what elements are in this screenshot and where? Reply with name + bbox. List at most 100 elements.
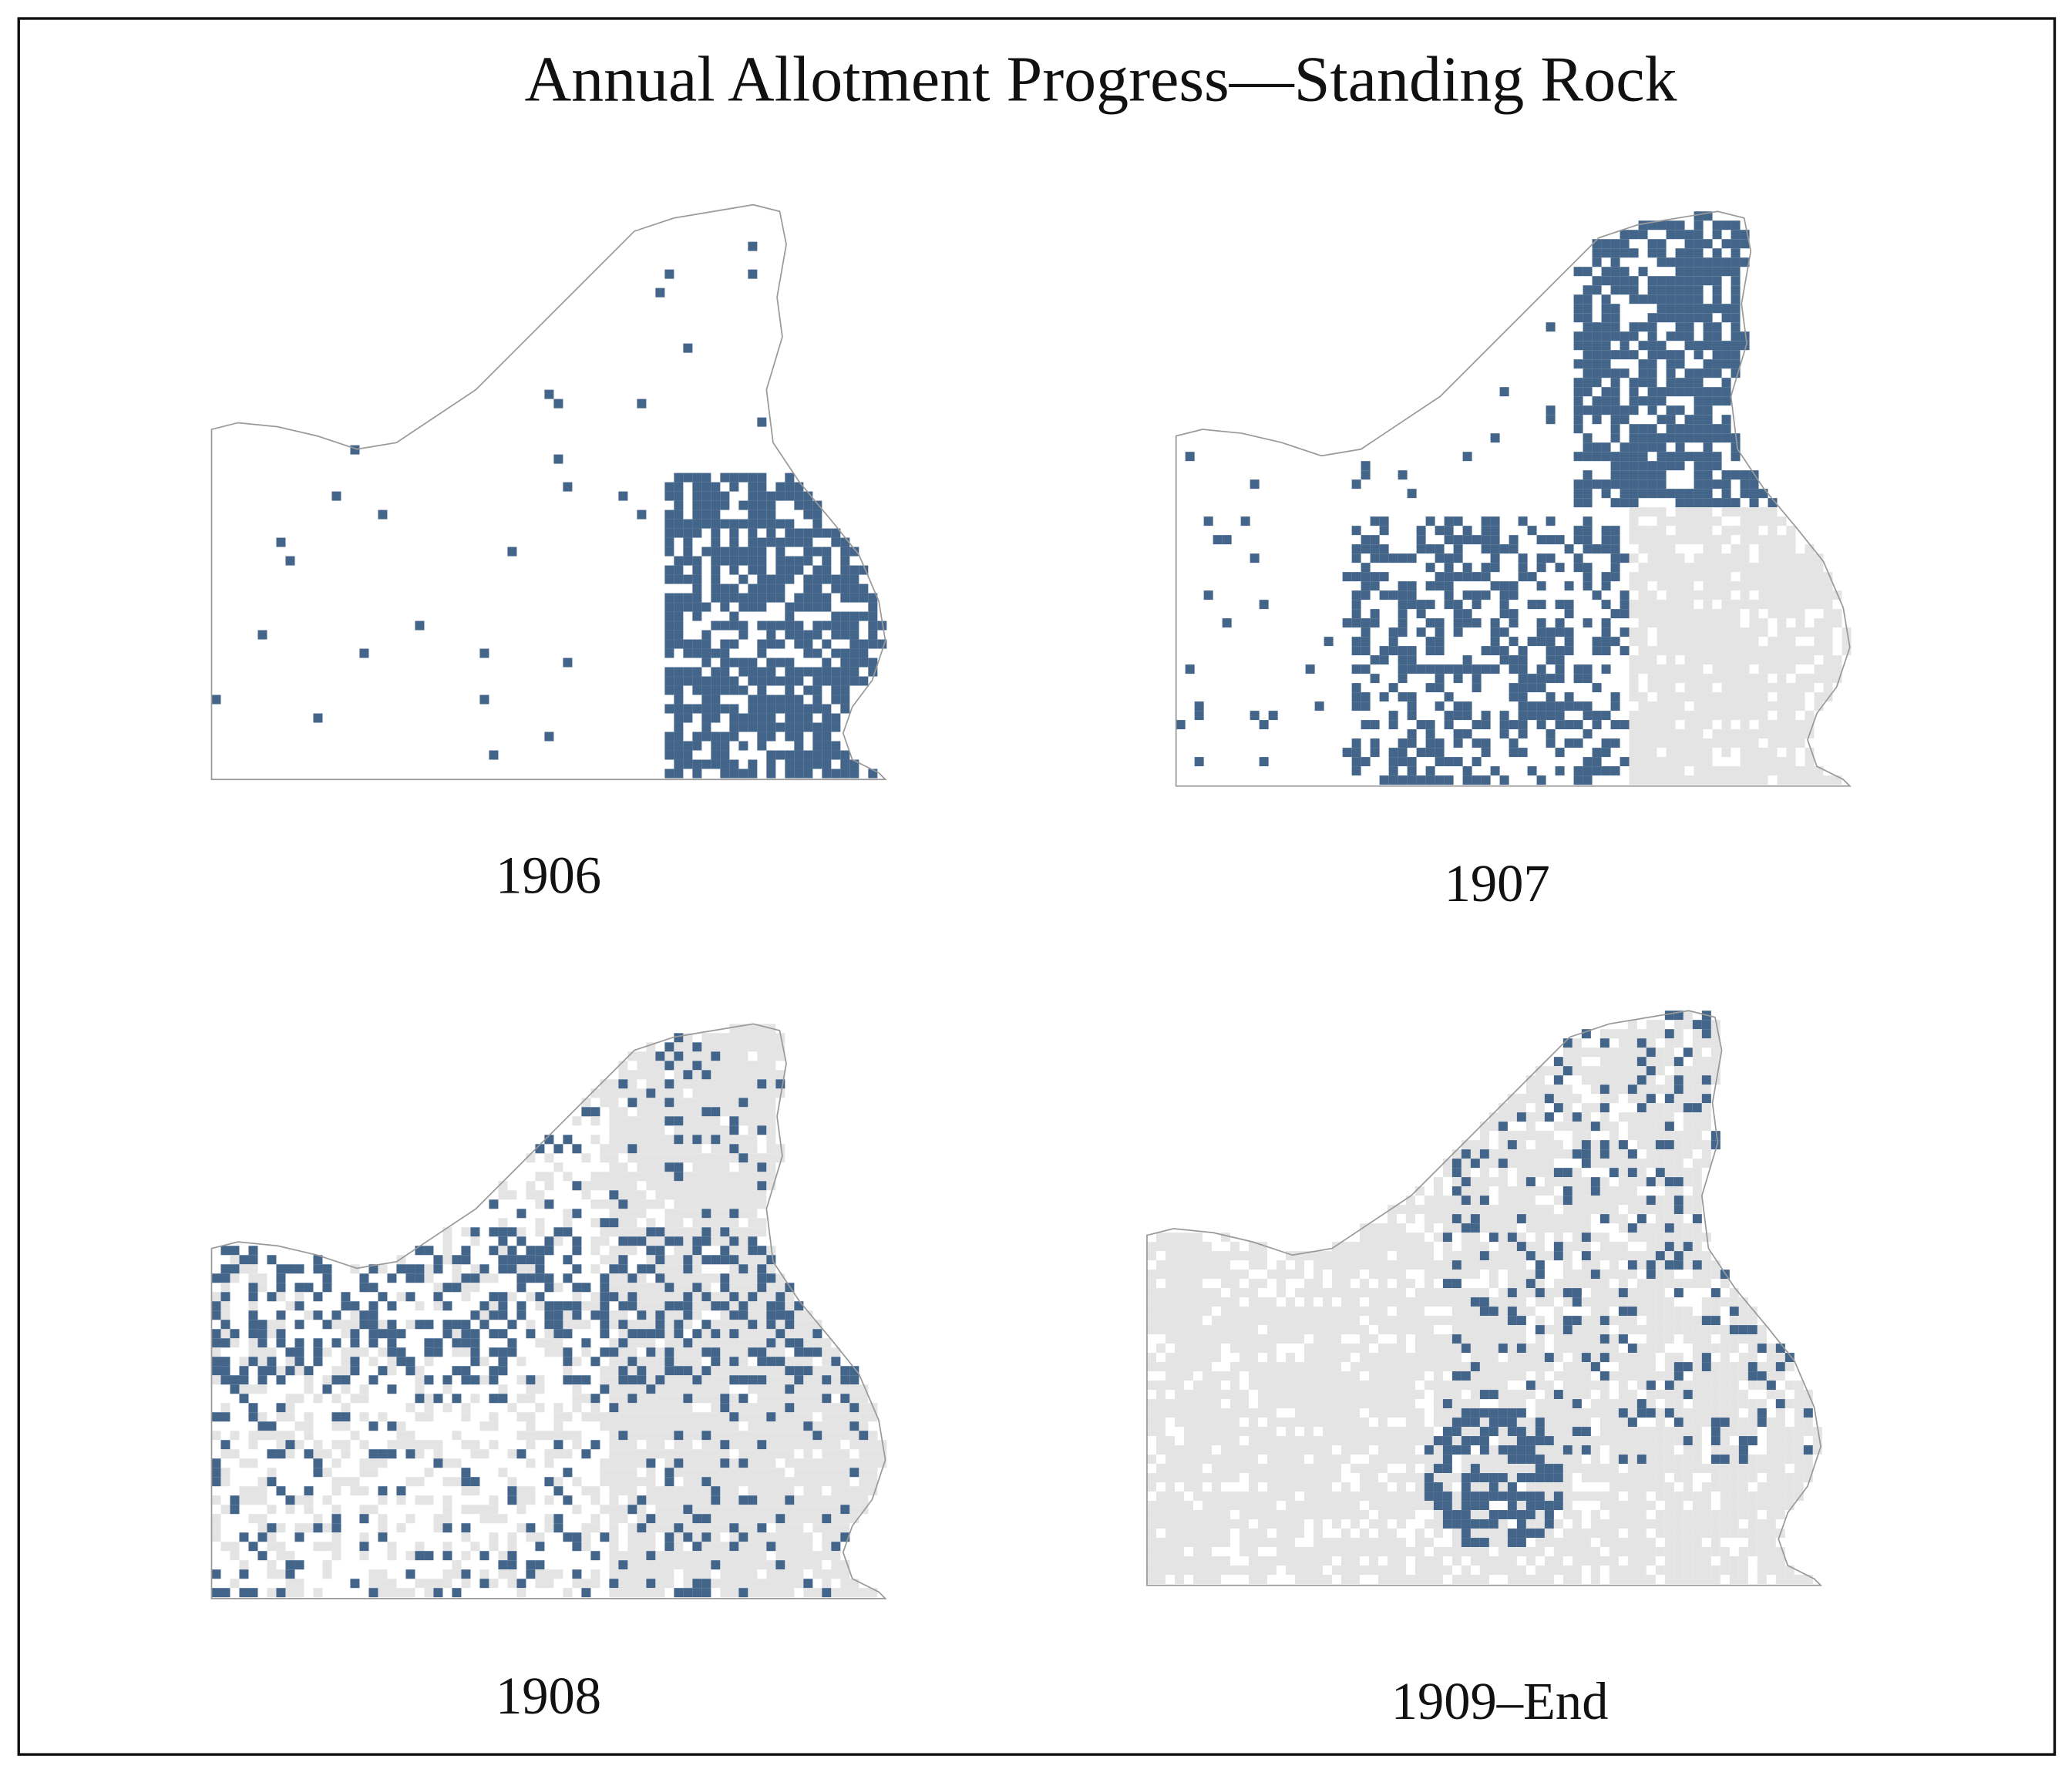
allotment-parcel bbox=[1731, 766, 1741, 776]
allotment-parcel bbox=[1370, 738, 1380, 748]
allotment-parcel bbox=[692, 1588, 702, 1598]
allotment-parcel bbox=[609, 1523, 619, 1533]
allotment-parcel bbox=[590, 1181, 600, 1191]
allotment-parcel bbox=[1546, 516, 1556, 526]
allotment-parcel bbox=[452, 1283, 462, 1293]
allotment-parcel bbox=[470, 1283, 480, 1293]
allotment-parcel bbox=[1786, 738, 1796, 748]
allotment-parcel bbox=[1499, 729, 1509, 739]
allotment-parcel bbox=[674, 1042, 684, 1052]
allotment-parcel bbox=[479, 1357, 489, 1367]
allotment-parcel bbox=[720, 648, 730, 658]
allotment-parcel bbox=[1620, 553, 1630, 563]
allotment-parcel bbox=[1388, 553, 1398, 563]
allotment-parcel bbox=[1479, 1307, 1489, 1317]
allotment-parcel bbox=[637, 1366, 647, 1376]
allotment-parcel bbox=[600, 1199, 610, 1209]
allotment-parcel bbox=[378, 1514, 388, 1524]
allotment-parcel bbox=[590, 1301, 600, 1311]
allotment-parcel bbox=[1351, 544, 1361, 554]
allotment-parcel bbox=[803, 1514, 813, 1524]
allotment-parcel bbox=[637, 1505, 647, 1515]
allotment-parcel bbox=[1499, 720, 1509, 730]
allotment-parcel bbox=[1768, 646, 1778, 656]
allotment-parcel bbox=[664, 574, 674, 584]
allotment-parcel bbox=[1518, 664, 1528, 674]
allotment-parcel bbox=[276, 1403, 286, 1413]
allotment-parcel bbox=[1618, 1075, 1628, 1085]
allotment-parcel bbox=[729, 1523, 739, 1533]
allotment-parcel bbox=[1786, 683, 1796, 693]
allotment-parcel bbox=[1509, 748, 1519, 758]
allotment-parcel bbox=[1657, 516, 1667, 526]
allotment-parcel bbox=[674, 1542, 684, 1552]
allotment-parcel bbox=[785, 731, 795, 742]
allotment-parcel bbox=[1740, 692, 1750, 702]
allotment-parcel bbox=[1610, 738, 1620, 748]
allotment-parcel bbox=[729, 565, 739, 575]
allotment-parcel bbox=[424, 1579, 434, 1589]
allotment-parcel bbox=[1553, 1066, 1563, 1076]
allotment-parcel bbox=[442, 1551, 452, 1561]
allotment-parcel bbox=[553, 1320, 563, 1330]
allotment-parcel bbox=[1777, 516, 1787, 526]
allotment-parcel bbox=[757, 1116, 767, 1126]
allotment-parcel bbox=[812, 519, 822, 529]
allotment-parcel bbox=[757, 722, 767, 732]
allotment-parcel bbox=[822, 1347, 832, 1357]
allotment-parcel bbox=[1535, 1270, 1545, 1280]
allotment-parcel bbox=[1701, 1270, 1711, 1280]
allotment-parcel bbox=[1562, 1186, 1572, 1196]
allotment-parcel bbox=[1629, 655, 1639, 665]
allotment-parcel bbox=[452, 1329, 462, 1339]
allotment-parcel bbox=[775, 1440, 785, 1450]
allotment-parcel bbox=[461, 1273, 471, 1283]
allotment-parcel bbox=[1675, 387, 1685, 397]
allotment-parcel bbox=[1377, 1279, 1388, 1289]
allotment-parcel bbox=[775, 1532, 785, 1542]
allotment-parcel bbox=[1610, 720, 1620, 730]
allotment-parcel bbox=[646, 1301, 656, 1311]
allotment-parcel bbox=[479, 1320, 489, 1330]
allotment-parcel bbox=[766, 694, 776, 705]
allotment-parcel bbox=[1636, 1122, 1646, 1132]
allotment-parcel bbox=[711, 1421, 721, 1431]
allotment-parcel bbox=[1444, 692, 1454, 702]
allotment-parcel bbox=[748, 713, 758, 723]
allotment-parcel bbox=[1599, 1112, 1610, 1122]
allotment-parcel bbox=[1266, 1325, 1276, 1335]
allotment-parcel bbox=[627, 1532, 637, 1542]
allotment-parcel bbox=[664, 1283, 674, 1293]
allotment-parcel bbox=[1553, 1177, 1563, 1187]
allotment-parcel bbox=[322, 1273, 332, 1283]
allotment-parcel bbox=[1646, 1196, 1656, 1206]
allotment-parcel bbox=[738, 1329, 748, 1339]
allotment-parcel bbox=[1703, 766, 1713, 776]
allotment-parcel bbox=[1740, 720, 1750, 730]
allotment-parcel bbox=[1684, 313, 1694, 323]
allotment-parcel bbox=[294, 1264, 304, 1274]
allotment-parcel bbox=[729, 1366, 739, 1376]
allotment-parcel bbox=[1174, 1307, 1184, 1317]
allotment-parcel bbox=[1479, 1196, 1489, 1206]
allotment-parcel bbox=[692, 1144, 702, 1154]
allotment-parcel bbox=[627, 1431, 637, 1441]
allotment-parcel bbox=[822, 1569, 832, 1579]
allotment-parcel bbox=[840, 630, 850, 640]
allotment-parcel bbox=[563, 1255, 573, 1265]
allotment-parcel bbox=[1647, 359, 1657, 369]
allotment-parcel bbox=[1629, 433, 1639, 443]
allotment-parcel bbox=[664, 768, 674, 779]
allotment-parcel bbox=[535, 1273, 545, 1283]
allotment-parcel bbox=[350, 1431, 360, 1441]
allotment-parcel bbox=[1424, 1325, 1434, 1335]
allotment-parcel bbox=[748, 1079, 758, 1089]
allotment-parcel bbox=[637, 1338, 647, 1348]
allotment-parcel bbox=[1636, 1288, 1646, 1298]
allotment-parcel bbox=[1749, 600, 1759, 610]
allotment-parcel bbox=[1692, 1159, 1702, 1169]
allotment-parcel bbox=[775, 1375, 785, 1385]
allotment-parcel bbox=[1638, 775, 1648, 785]
allotment-parcel bbox=[516, 1486, 526, 1496]
allotment-parcel bbox=[766, 750, 776, 760]
